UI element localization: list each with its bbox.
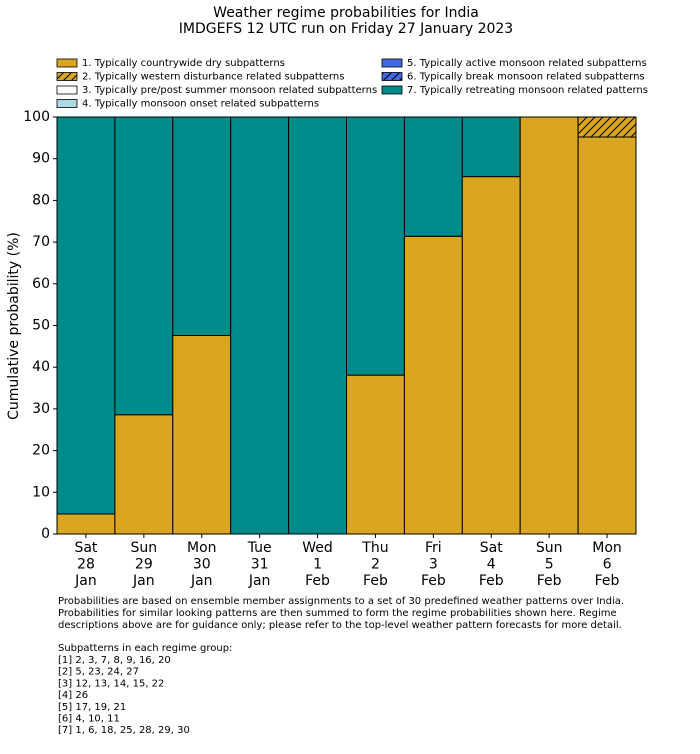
legend-label: 4. Typically monsoon onset related subpa… [82, 99, 319, 110]
bar-segment [461, 116, 521, 178]
note-line: Probabilities are based on ensemble memb… [58, 596, 624, 607]
x-tick-label: Thu [361, 540, 388, 556]
bar-segment [114, 414, 174, 535]
subpattern-line: [6] 4, 10, 11 [58, 714, 120, 725]
x-tick-label: 5 [545, 557, 554, 573]
legend-swatch [381, 58, 403, 68]
x-tick-label: 2 [371, 557, 380, 573]
bar-segment [172, 335, 232, 535]
subpattern-line: [4] 26 [58, 690, 88, 701]
x-tick-label: Jan [248, 573, 271, 589]
bar-segment [172, 116, 232, 337]
note-line: descriptions above are for guidance only… [58, 620, 622, 631]
x-tick-label: 31 [251, 557, 269, 573]
y-tick-label: 100 [23, 109, 50, 125]
x-tick-label: Jan [74, 573, 97, 589]
bar-segment [403, 235, 463, 535]
x-tick-label: Feb [421, 573, 446, 589]
x-tick-label: Feb [479, 573, 504, 589]
y-tick-label: 60 [32, 276, 50, 292]
y-tick-label: 10 [32, 484, 50, 500]
x-tick-label: Jan [190, 573, 213, 589]
x-tick-label: 1 [313, 557, 322, 573]
legend-swatch [56, 85, 78, 95]
x-tick-label: Sun [131, 540, 158, 556]
y-tick-label: 0 [41, 526, 50, 542]
bar-segment [461, 176, 521, 535]
subpatterns-title: Subpatterns in each regime group: [58, 643, 232, 654]
y-tick-label: 80 [32, 192, 50, 208]
bar-segment [114, 116, 174, 416]
legend-label: 7. Typically retreating monsoon related … [407, 85, 648, 96]
x-tick-label: Fri [425, 540, 442, 556]
note-line: Probabilities for similar looking patter… [58, 608, 617, 619]
x-tick-label: Feb [595, 573, 620, 589]
bar-segment [346, 374, 405, 535]
bar-hatch [578, 117, 636, 138]
bar-segment [230, 116, 290, 535]
x-tick-label: 28 [77, 557, 95, 573]
bar-segment [56, 116, 116, 515]
bar-segment [56, 513, 116, 535]
y-axis-label: Cumulative probability (%) [6, 232, 22, 420]
legend-swatch [381, 85, 403, 95]
bar-segment [577, 136, 637, 535]
legend-hatch [382, 72, 402, 81]
y-tick-label: 20 [32, 443, 50, 459]
x-tick-label: 4 [487, 557, 496, 573]
x-tick-label: 3 [429, 557, 438, 573]
legend-label: 2. Typically western disturbance related… [82, 72, 344, 83]
x-tick-label: 29 [135, 557, 153, 573]
y-tick-label: 30 [32, 401, 50, 417]
legend-swatch [56, 58, 78, 68]
x-tick-label: 30 [193, 557, 211, 573]
legend-hatch [57, 72, 77, 81]
x-tick-label: 6 [603, 557, 612, 573]
subpattern-line: [7] 1, 6, 18, 25, 28, 29, 30 [58, 725, 190, 736]
subpattern-line: [1] 2, 3, 7, 8, 9, 16, 20 [58, 655, 171, 666]
x-tick-label: Tue [247, 540, 272, 556]
x-tick-label: Sat [480, 540, 503, 556]
x-tick-label: Feb [305, 573, 330, 589]
bar-segment [346, 116, 405, 376]
x-tick-label: Wed [302, 540, 333, 556]
legend-label: 6. Typically break monsoon related subpa… [407, 72, 645, 83]
y-tick-label: 70 [32, 234, 50, 250]
legend-label: 3. Typically pre/post summer monsoon rel… [82, 85, 377, 96]
x-tick-label: Mon [592, 540, 622, 556]
x-tick-label: Sat [74, 540, 97, 556]
y-tick-label: 40 [32, 359, 50, 375]
bar-segment [288, 116, 348, 535]
legend-swatch [56, 99, 78, 108]
x-tick-label: Feb [363, 573, 388, 589]
subpattern-line: [2] 5, 23, 24, 27 [58, 667, 139, 678]
subpattern-line: [3] 12, 13, 14, 15, 22 [58, 678, 164, 689]
y-tick-label: 50 [32, 318, 50, 334]
x-tick-label: Jan [132, 573, 155, 589]
bar-segment [403, 116, 463, 237]
chart-subtitle: IMDGEFS 12 UTC run on Friday 27 January … [179, 21, 513, 37]
subpattern-line: [5] 17, 19, 21 [58, 702, 126, 713]
x-tick-label: Feb [537, 573, 562, 589]
legend-label: 5. Typically active monsoon related subp… [407, 58, 647, 69]
legend-label: 1. Typically countrywide dry subpatterns [82, 58, 285, 69]
chart-title: Weather regime probabilities for India [213, 5, 479, 21]
bar-segment [519, 116, 579, 535]
x-tick-label: Sun [536, 540, 563, 556]
x-tick-label: Mon [187, 540, 217, 556]
y-tick-label: 90 [32, 151, 50, 167]
